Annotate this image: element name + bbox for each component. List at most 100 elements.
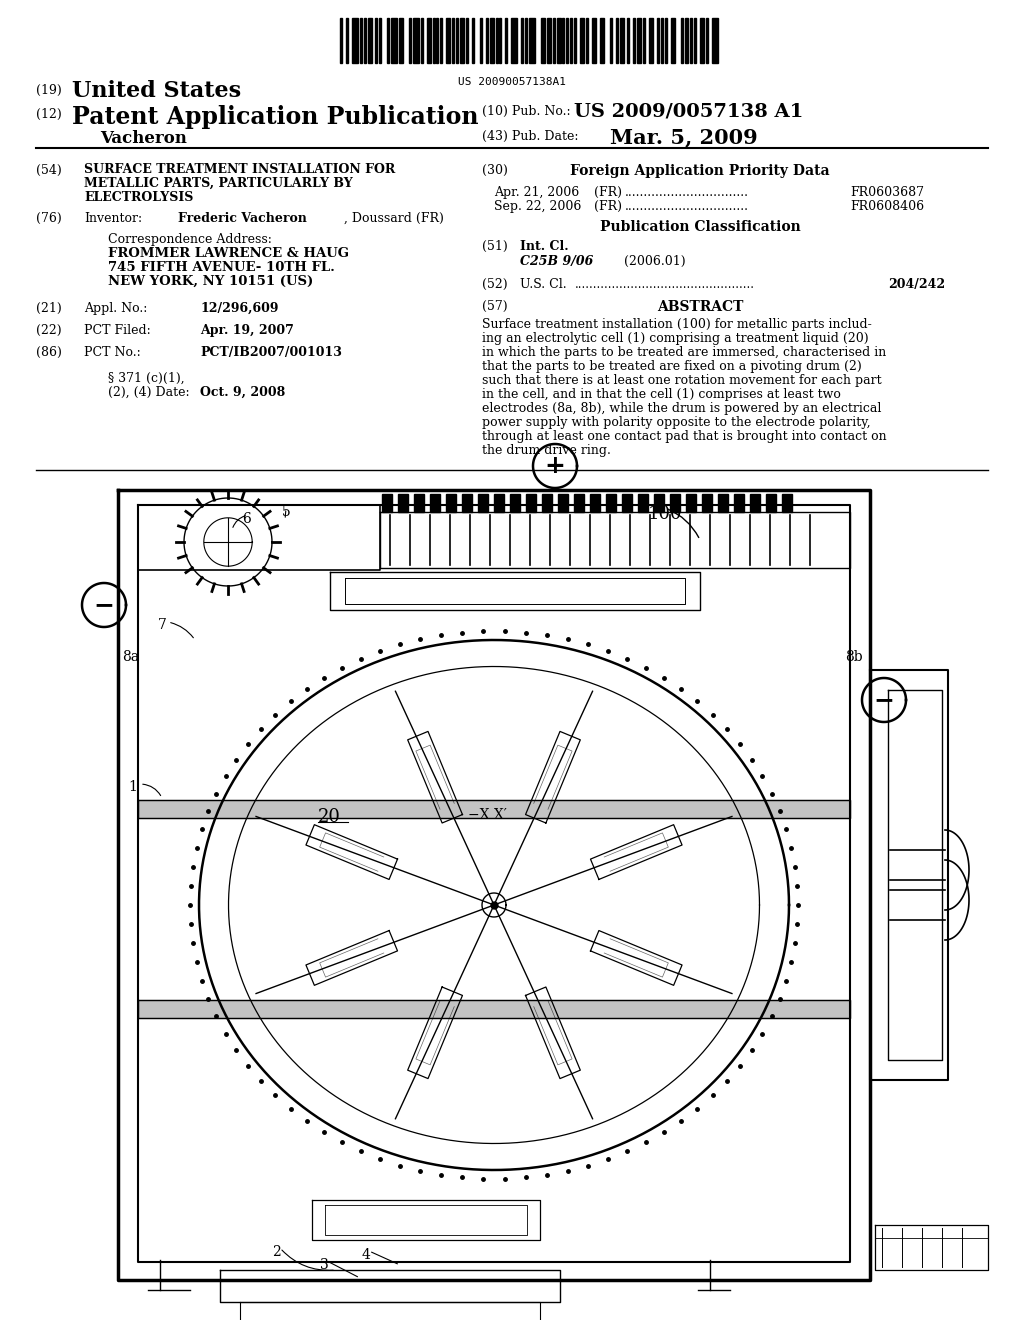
Bar [592, 18, 596, 63]
Bar [496, 18, 498, 63]
Text: 8a: 8a [122, 649, 139, 664]
Bar [547, 18, 551, 63]
Bar [570, 18, 572, 63]
Bar [690, 18, 692, 63]
Text: −: − [93, 593, 115, 616]
Bar [529, 18, 535, 63]
Text: ABSTRACT: ABSTRACT [656, 300, 743, 314]
Text: Publication Classification: Publication Classification [600, 220, 801, 234]
Bar [718, 494, 728, 512]
Bar [387, 18, 389, 63]
Text: 5: 5 [282, 506, 291, 519]
Bar [446, 18, 451, 63]
Bar [456, 18, 458, 63]
Bar [460, 18, 464, 63]
Bar [566, 18, 568, 63]
Bar [525, 18, 527, 63]
Text: PCT Filed:: PCT Filed: [84, 323, 151, 337]
Bar [446, 494, 456, 512]
Bar [542, 494, 552, 512]
Bar [643, 18, 645, 63]
Text: power supply with polarity opposite to the electrode polarity,: power supply with polarity opposite to t… [482, 416, 870, 429]
Text: Mar. 5, 2009: Mar. 5, 2009 [610, 127, 758, 147]
Bar [453, 18, 455, 63]
Text: 100: 100 [648, 506, 683, 523]
Text: 2: 2 [272, 1245, 281, 1259]
Text: (30): (30) [482, 164, 508, 177]
Bar [558, 494, 568, 512]
Bar [581, 18, 584, 63]
Bar [622, 494, 632, 512]
Bar [521, 18, 523, 63]
Text: (22): (22) [36, 323, 61, 337]
Bar [398, 494, 408, 512]
Bar [654, 494, 664, 512]
Bar [700, 18, 705, 63]
Text: U.S. Cl.: U.S. Cl. [520, 279, 566, 290]
Bar [541, 18, 545, 63]
Text: in which the parts to be treated are immersed, characterised in: in which the parts to be treated are imm… [482, 346, 886, 359]
Bar [685, 18, 688, 63]
Bar [574, 494, 584, 512]
Bar [686, 494, 696, 512]
Bar [649, 18, 653, 63]
Text: 8b: 8b [845, 649, 862, 664]
Bar [553, 18, 555, 63]
Text: Frederic Vacheron: Frederic Vacheron [178, 213, 307, 224]
Text: United States: United States [72, 81, 241, 102]
Bar [413, 18, 419, 63]
Bar [376, 18, 378, 63]
Bar [590, 494, 600, 512]
Bar [430, 494, 440, 512]
Text: through at least one contact pad that is brought into contact on: through at least one contact pad that is… [482, 430, 887, 444]
Text: Vacheron: Vacheron [100, 129, 186, 147]
Text: 4: 4 [362, 1247, 371, 1262]
Text: −: − [873, 688, 895, 711]
Text: (2), (4) Date:: (2), (4) Date: [108, 385, 189, 399]
Text: Appl. No.:: Appl. No.: [84, 302, 147, 315]
Bar [340, 18, 342, 63]
Text: NEW YORK, NY 10151 (US): NEW YORK, NY 10151 (US) [108, 275, 313, 288]
Text: FROMMER LAWRENCE & HAUG: FROMMER LAWRENCE & HAUG [108, 247, 349, 260]
Text: Sep. 22, 2006: Sep. 22, 2006 [494, 201, 582, 213]
Text: ELECTROLYSIS: ELECTROLYSIS [84, 191, 194, 205]
Bar [734, 494, 744, 512]
Text: Foreign Application Priority Data: Foreign Application Priority Data [570, 164, 829, 178]
Bar [620, 18, 624, 63]
Bar [391, 18, 397, 63]
Bar [500, 18, 502, 63]
Bar [462, 494, 472, 512]
Text: (10) Pub. No.:: (10) Pub. No.: [482, 106, 570, 117]
Bar [489, 18, 494, 63]
Text: (FR): (FR) [594, 201, 622, 213]
Bar [409, 18, 411, 63]
Text: (51): (51) [482, 240, 508, 253]
Text: Apr. 19, 2007: Apr. 19, 2007 [200, 323, 294, 337]
Text: 20: 20 [318, 808, 341, 826]
Bar [359, 18, 361, 63]
Bar [368, 18, 372, 63]
Bar [634, 18, 635, 63]
Text: Surface treatment installation (100) for metallic parts includ-: Surface treatment installation (100) for… [482, 318, 871, 331]
Text: in the cell, and in that the cell (1) comprises at least two: in the cell, and in that the cell (1) co… [482, 388, 841, 401]
Text: FR0603687: FR0603687 [850, 186, 924, 199]
Bar [440, 18, 442, 63]
Bar [671, 18, 675, 63]
Text: (43) Pub. Date:: (43) Pub. Date: [482, 129, 579, 143]
Text: 204/242: 204/242 [888, 279, 945, 290]
Text: PCT No.:: PCT No.: [84, 346, 140, 359]
Bar [466, 18, 468, 63]
Text: ................................: ................................ [625, 186, 749, 199]
Text: (86): (86) [36, 346, 61, 359]
Text: that the parts to be treated are fixed on a pivoting drum (2): that the parts to be treated are fixed o… [482, 360, 862, 374]
Bar [606, 494, 616, 512]
Text: (76): (76) [36, 213, 61, 224]
Text: 6: 6 [242, 512, 251, 525]
Bar [480, 18, 481, 63]
Bar [574, 18, 577, 63]
Bar [414, 494, 424, 512]
Text: § 371 (c)(1),: § 371 (c)(1), [108, 372, 184, 385]
Text: Inventor:: Inventor: [84, 213, 142, 224]
Bar [562, 18, 564, 63]
Text: (21): (21) [36, 302, 61, 315]
